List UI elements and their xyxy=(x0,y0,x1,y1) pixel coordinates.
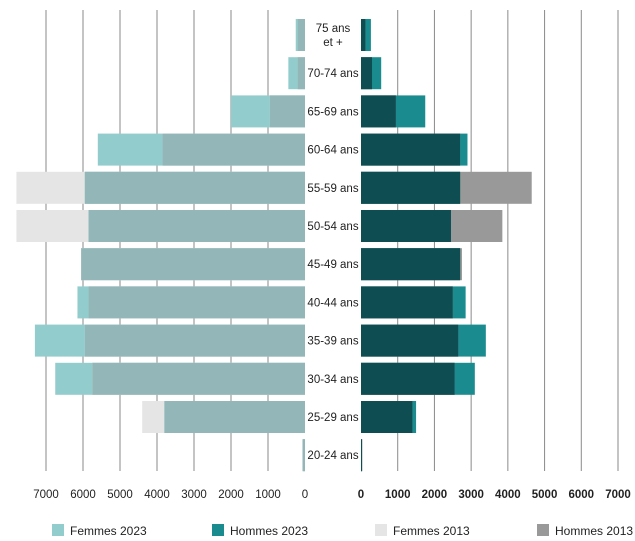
bars xyxy=(16,19,532,472)
tick-label-right: 3000 xyxy=(458,489,484,501)
tick-label-left: 1000 xyxy=(255,489,281,501)
axis-ticks: 7000 6000 5000 4000 3000 2000 1000 0 0 1000 2000 30… xyxy=(33,489,631,501)
tick-label-right: 2000 xyxy=(422,489,448,501)
bar-overlap-left xyxy=(81,248,306,281)
legend-label: Femmes 2013 xyxy=(393,524,470,538)
legend-swatch xyxy=(375,524,387,536)
category-label: 35-39 ans xyxy=(307,336,358,348)
legend-item-hommes-2023: Hommes 2023 xyxy=(212,524,308,538)
tick-label-right: 0 xyxy=(358,489,364,501)
bar-overlap-right xyxy=(361,401,413,433)
bar-overlap-right xyxy=(361,57,373,90)
tick-label-left: 5000 xyxy=(107,489,133,501)
category-label: 40-44 ans xyxy=(307,297,358,309)
category-labels: 75 ans et + 70-74 ans 65-69 ans 60-64 ans 55-… xyxy=(307,23,358,462)
tick-label-right: 7000 xyxy=(605,489,631,501)
bar-overlap-right xyxy=(361,439,363,472)
category-label: 65-69 ans xyxy=(307,106,358,118)
category-label: 20-24 ans xyxy=(307,450,358,462)
legend-item-femmes-2013: Femmes 2013 xyxy=(375,524,470,538)
bar-overlap-right xyxy=(361,324,459,357)
bar-overlap-left xyxy=(88,286,305,319)
bar-overlap-left xyxy=(162,133,305,166)
legend-label: Femmes 2023 xyxy=(70,524,147,538)
category-label: 45-49 ans xyxy=(307,259,358,271)
bar-overlap-left xyxy=(164,401,305,433)
tick-label-right: 4000 xyxy=(495,489,521,501)
category-label: 25-29 ans xyxy=(307,412,358,424)
bar-overlap-right xyxy=(361,171,461,204)
tick-label-right: 6000 xyxy=(568,489,594,501)
category-label: 55-59 ans xyxy=(307,183,358,195)
bar-overlap-right xyxy=(361,19,366,51)
bar-overlap-left xyxy=(92,362,305,395)
legend: Femmes 2023 Hommes 2023 Femmes 2013 Hommes … xyxy=(52,524,633,538)
bar-overlap-left xyxy=(297,19,305,51)
tick-label-left: 0 xyxy=(302,489,308,501)
legend-swatch xyxy=(52,524,64,536)
bar-hommes-2023 xyxy=(361,19,371,51)
bar-overlap-right xyxy=(361,95,396,128)
bar-overlap-left xyxy=(269,95,305,128)
bar-overlap-right xyxy=(361,210,451,242)
tick-label-right: 1000 xyxy=(385,489,411,501)
legend-item-hommes-2013: Hommes 2013 xyxy=(537,524,633,538)
bar-overlap-right xyxy=(361,362,455,395)
tick-label-left: 4000 xyxy=(144,489,170,501)
bar-overlap-right xyxy=(361,248,461,281)
legend-label: Hommes 2013 xyxy=(555,524,633,538)
category-label: 70-74 ans xyxy=(307,68,358,80)
bar-overlap-left xyxy=(84,324,305,357)
bar-overlap-left xyxy=(297,57,305,90)
tick-label-left: 2000 xyxy=(218,489,244,501)
bar-overlap-right xyxy=(361,133,461,166)
tick-label-right: 5000 xyxy=(532,489,558,501)
tick-label-left: 6000 xyxy=(70,489,96,501)
category-label: 75 ans et + xyxy=(316,23,351,49)
category-label: 50-54 ans xyxy=(307,221,358,233)
legend-swatch xyxy=(537,524,549,536)
category-label: 30-34 ans xyxy=(307,374,358,386)
legend-label: Hommes 2023 xyxy=(230,524,308,538)
tick-label-left: 3000 xyxy=(181,489,207,501)
category-label: 60-64 ans xyxy=(307,145,358,157)
legend-item-femmes-2023: Femmes 2023 xyxy=(52,524,147,538)
legend-swatch xyxy=(212,524,224,536)
bar-overlap-left xyxy=(88,210,305,242)
tick-label-left: 7000 xyxy=(33,489,59,501)
bar-overlap-left xyxy=(302,439,305,472)
bar-overlap-left xyxy=(84,171,305,204)
bar-overlap-right xyxy=(361,286,453,319)
